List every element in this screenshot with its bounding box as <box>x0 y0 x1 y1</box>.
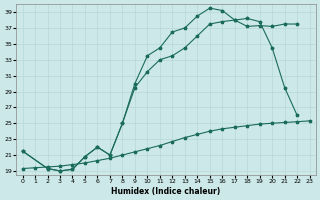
X-axis label: Humidex (Indice chaleur): Humidex (Indice chaleur) <box>111 187 221 196</box>
